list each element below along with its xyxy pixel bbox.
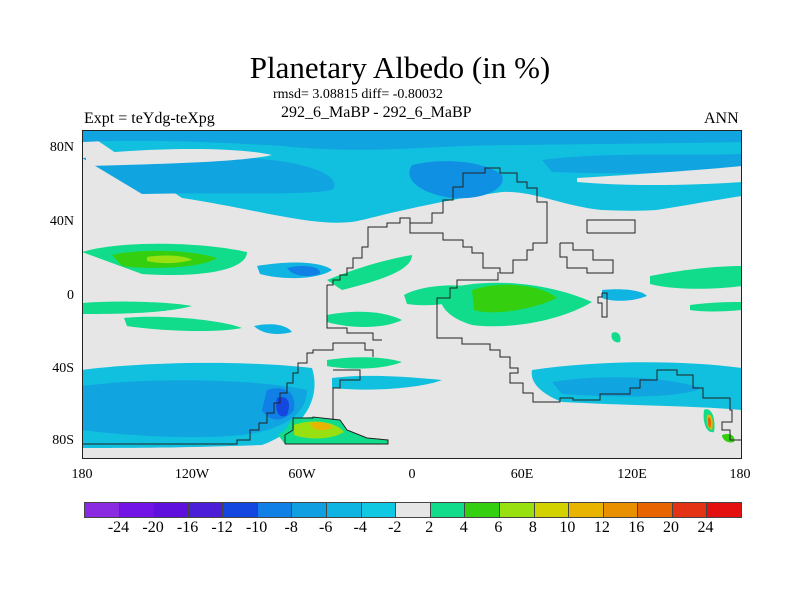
colorbar-box [672,503,708,517]
colorbar-label: 16 [628,519,645,536]
colorbar-box [396,503,431,517]
colorbar-box [154,503,189,517]
colorbar-box [188,503,224,517]
colorbar-label: 4 [459,519,468,536]
contour-fill [327,357,402,369]
colorbar-label: 10 [559,519,576,536]
lon-tick-label: 120E [617,467,647,482]
contour-fill [82,301,192,314]
colorbar-box [534,503,570,517]
colorbar-box [707,503,741,517]
contour-fill [254,324,292,334]
colorbar-label: 12 [593,519,610,536]
case-names: 292_6_MaBP - 292_6_MaBP [281,104,472,121]
contour-fill [409,161,503,199]
contour-fill [310,421,332,431]
colorbar-box [327,503,362,517]
colorbar-label: -6 [319,519,333,536]
colorbar-box [638,503,673,517]
colorbar-label: -24 [107,519,130,536]
contour-fill [582,196,742,459]
rmsd-diff-stats: rmsd= 3.08815 diff= -0.80032 [273,87,443,102]
lat-tick-label: 40S [52,361,74,376]
lon-tick-label: 0 [408,467,416,482]
colorbar-box [603,503,639,517]
contour-fill [82,380,307,438]
lat-tick-label: 80S [52,433,74,448]
colorbar-box [499,503,535,517]
colorbar-label: 6 [494,519,503,536]
coastline [327,167,548,286]
colorbar-box [465,503,500,517]
lat-tick-label: 0 [67,288,74,303]
colorbar-box [85,503,120,517]
coastline [332,369,361,420]
contour-fill [82,130,742,150]
coastline [284,416,389,445]
lon-tick-label: 60W [288,467,316,482]
colorbar-label: 2 [425,519,434,536]
contour-fill [124,316,242,332]
coastline [436,272,742,441]
contour-fill [82,155,335,194]
colorbar-box [119,503,155,517]
contour-fill [650,266,742,289]
lon-tick-label: 120W [174,467,210,482]
lon-tick-label: 180 [729,467,751,482]
map-frame [82,130,742,459]
coastline [82,342,374,445]
colorbar-box [569,503,604,517]
experiment-label: Expt = teYdg-teXpg [84,110,215,127]
colorbar-label: -2 [388,519,402,536]
contour-fill [276,396,289,417]
colorbar-label: -4 [353,519,367,536]
colorbar-box [292,503,328,517]
season-label: ANN [704,110,739,127]
colorbar-label: 24 [697,519,714,536]
colorbar [84,502,742,518]
colorbar-box [257,503,293,517]
colorbar-box [361,503,397,517]
colorbar-label: 20 [662,519,679,536]
contour-fill [327,311,402,327]
contour-fill [294,421,344,439]
plot-title: Planetary Albedo (in %) [249,50,551,85]
coastline [559,242,614,274]
colorbar-label: 8 [528,519,537,536]
coastline [597,292,608,318]
colorbar-box [223,503,258,517]
contour-fill [472,284,557,313]
contour-fill [552,377,702,397]
contour-fill [542,154,742,174]
coastline [326,285,382,341]
contour-fill [287,266,321,276]
coastline [586,219,636,234]
colorbar-label: -20 [142,519,164,536]
colorbar-label: -8 [284,519,298,536]
colorbar-label: -10 [245,519,268,536]
lon-tick-label: 60E [510,467,534,482]
lat-tick-label: 40N [49,214,74,229]
colorbar-box [430,503,466,517]
contour-fill [708,417,712,428]
contour-fill [86,148,272,166]
contour-fill [147,255,192,264]
contour-fill [611,332,621,343]
colorbar-label: -16 [176,519,199,536]
lat-tick-label: 80N [49,140,74,155]
coastlines [82,167,742,445]
contour-fill [602,289,647,301]
contour-fill [690,302,742,312]
lon-tick-label: 180 [71,467,93,482]
contour-fill [577,166,742,185]
contour-map [82,130,742,459]
contour-fill [327,255,412,290]
colorbar-label: -12 [211,519,233,536]
